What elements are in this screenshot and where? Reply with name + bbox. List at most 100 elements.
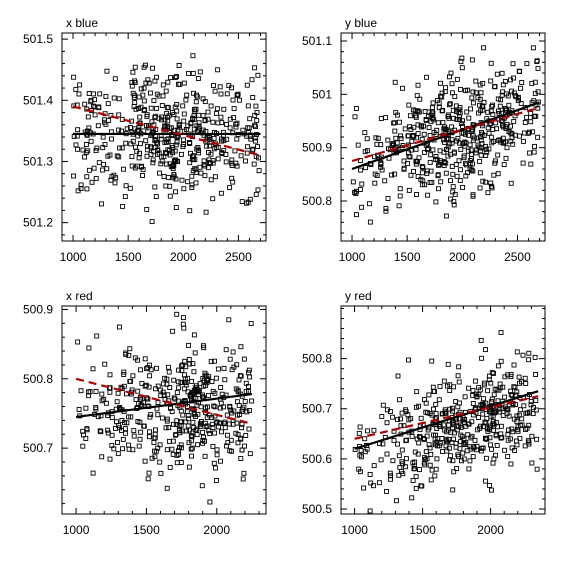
data-point	[196, 388, 202, 394]
data-point	[485, 190, 491, 196]
data-point	[486, 130, 492, 136]
data-point	[183, 382, 189, 388]
data-point	[500, 140, 506, 146]
data-point	[426, 392, 432, 398]
data-point	[527, 150, 533, 156]
data-point	[77, 82, 83, 88]
data-point	[443, 85, 448, 91]
data-point	[500, 384, 506, 390]
data-point	[409, 138, 415, 144]
data-point	[122, 426, 128, 432]
data-point	[495, 171, 501, 177]
data-point	[454, 427, 460, 433]
data-point	[488, 108, 494, 114]
data-point	[470, 100, 476, 106]
data-point	[104, 166, 110, 172]
data-point	[396, 453, 402, 459]
data-point	[136, 124, 142, 130]
solid-fit-line	[354, 390, 539, 450]
data-point	[189, 445, 195, 451]
data-point	[179, 363, 185, 369]
data-point	[127, 346, 133, 352]
data-point	[115, 439, 120, 445]
data-point	[486, 373, 492, 379]
data-point	[103, 121, 109, 127]
data-point	[215, 67, 221, 73]
data-point	[214, 452, 220, 458]
data-point	[86, 345, 92, 351]
data-point	[476, 144, 482, 150]
data-point	[234, 163, 240, 169]
data-point	[160, 381, 166, 387]
data-point	[519, 379, 524, 385]
data-point	[116, 96, 122, 102]
data-point	[136, 443, 142, 449]
data-point	[441, 378, 447, 384]
data-point	[99, 398, 105, 404]
data-point	[514, 442, 520, 448]
scatter-points	[350, 45, 541, 225]
data-point	[470, 89, 476, 95]
data-point	[383, 206, 389, 211]
data-point	[418, 123, 424, 129]
data-point	[174, 139, 180, 145]
data-point	[476, 110, 481, 116]
data-point	[427, 411, 433, 417]
data-point	[96, 105, 102, 111]
data-point	[406, 102, 412, 108]
data-point	[451, 115, 457, 121]
data-point	[456, 107, 462, 113]
data-point	[467, 160, 473, 166]
data-point	[193, 99, 199, 105]
data-point	[459, 65, 465, 71]
data-point	[129, 154, 135, 160]
data-point	[105, 427, 111, 433]
data-point	[113, 425, 118, 431]
data-point	[415, 122, 421, 128]
data-point	[188, 446, 194, 452]
data-point	[208, 359, 214, 365]
data-point	[231, 106, 237, 112]
data-point	[181, 80, 187, 86]
data-point	[166, 369, 172, 375]
data-point	[458, 86, 463, 92]
data-point	[131, 428, 137, 434]
data-point	[433, 466, 439, 472]
data-point	[460, 450, 466, 456]
data-point	[534, 436, 540, 442]
data-point	[451, 436, 456, 442]
data-point	[181, 186, 187, 192]
data-point	[455, 452, 461, 458]
data-point	[451, 469, 457, 475]
data-point	[480, 178, 486, 184]
data-point	[508, 461, 514, 467]
data-point	[442, 139, 448, 145]
data-point	[173, 432, 178, 438]
data-point	[252, 112, 258, 118]
data-point	[450, 425, 456, 431]
data-point	[529, 80, 535, 86]
data-point	[460, 123, 465, 129]
data-point	[122, 430, 128, 436]
data-point	[519, 422, 525, 428]
data-point	[140, 173, 145, 178]
data-point	[176, 367, 182, 373]
data-point	[373, 135, 379, 141]
data-point	[489, 399, 495, 405]
data-point	[97, 91, 103, 97]
data-point	[493, 409, 499, 415]
data-point	[157, 459, 163, 465]
y-tick-label: 501.3	[23, 154, 53, 168]
data-point	[527, 129, 532, 135]
data-point	[206, 157, 212, 163]
data-point	[233, 124, 239, 130]
data-point	[430, 100, 436, 106]
data-point	[504, 91, 510, 97]
data-point	[170, 163, 176, 169]
data-point	[441, 160, 447, 165]
data-point	[158, 470, 164, 476]
data-point	[112, 76, 118, 82]
data-point	[505, 406, 511, 411]
data-point	[196, 112, 202, 118]
data-point	[130, 373, 136, 379]
